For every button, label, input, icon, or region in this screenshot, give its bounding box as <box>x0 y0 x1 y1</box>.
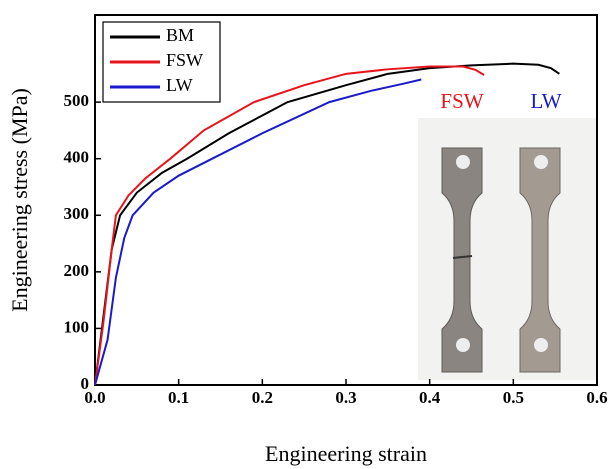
series-line <box>94 62 560 386</box>
legend-label: LW <box>166 75 193 95</box>
inset-photo <box>418 118 598 380</box>
x-tick-label: 0.3 <box>335 388 356 407</box>
x-tick-label: 0.2 <box>252 388 273 407</box>
series-line <box>94 65 485 386</box>
legend-label: FSW <box>166 50 203 70</box>
x-tick-label: 0.6 <box>586 388 607 407</box>
x-tick-label: 0.5 <box>503 388 524 407</box>
annotation: LW <box>530 89 561 113</box>
y-axis-label: Engineering stress (MPa) <box>7 88 32 312</box>
legend-label: BM <box>166 25 194 45</box>
y-tick-label: 400 <box>64 148 90 167</box>
y-tick-label: 0 <box>81 374 90 393</box>
x-tick-label: 0.1 <box>168 388 189 407</box>
x-tick-label: 0.4 <box>419 388 441 407</box>
series-line <box>94 78 422 386</box>
annotation: FSW <box>440 89 483 113</box>
y-tick-label: 500 <box>64 91 90 110</box>
y-tick-label: 300 <box>64 204 90 223</box>
y-tick-label: 100 <box>64 317 90 336</box>
x-axis-label: Engineering strain <box>265 441 427 466</box>
x-tick-label: 0.0 <box>84 388 105 407</box>
y-tick-label: 200 <box>64 261 90 280</box>
